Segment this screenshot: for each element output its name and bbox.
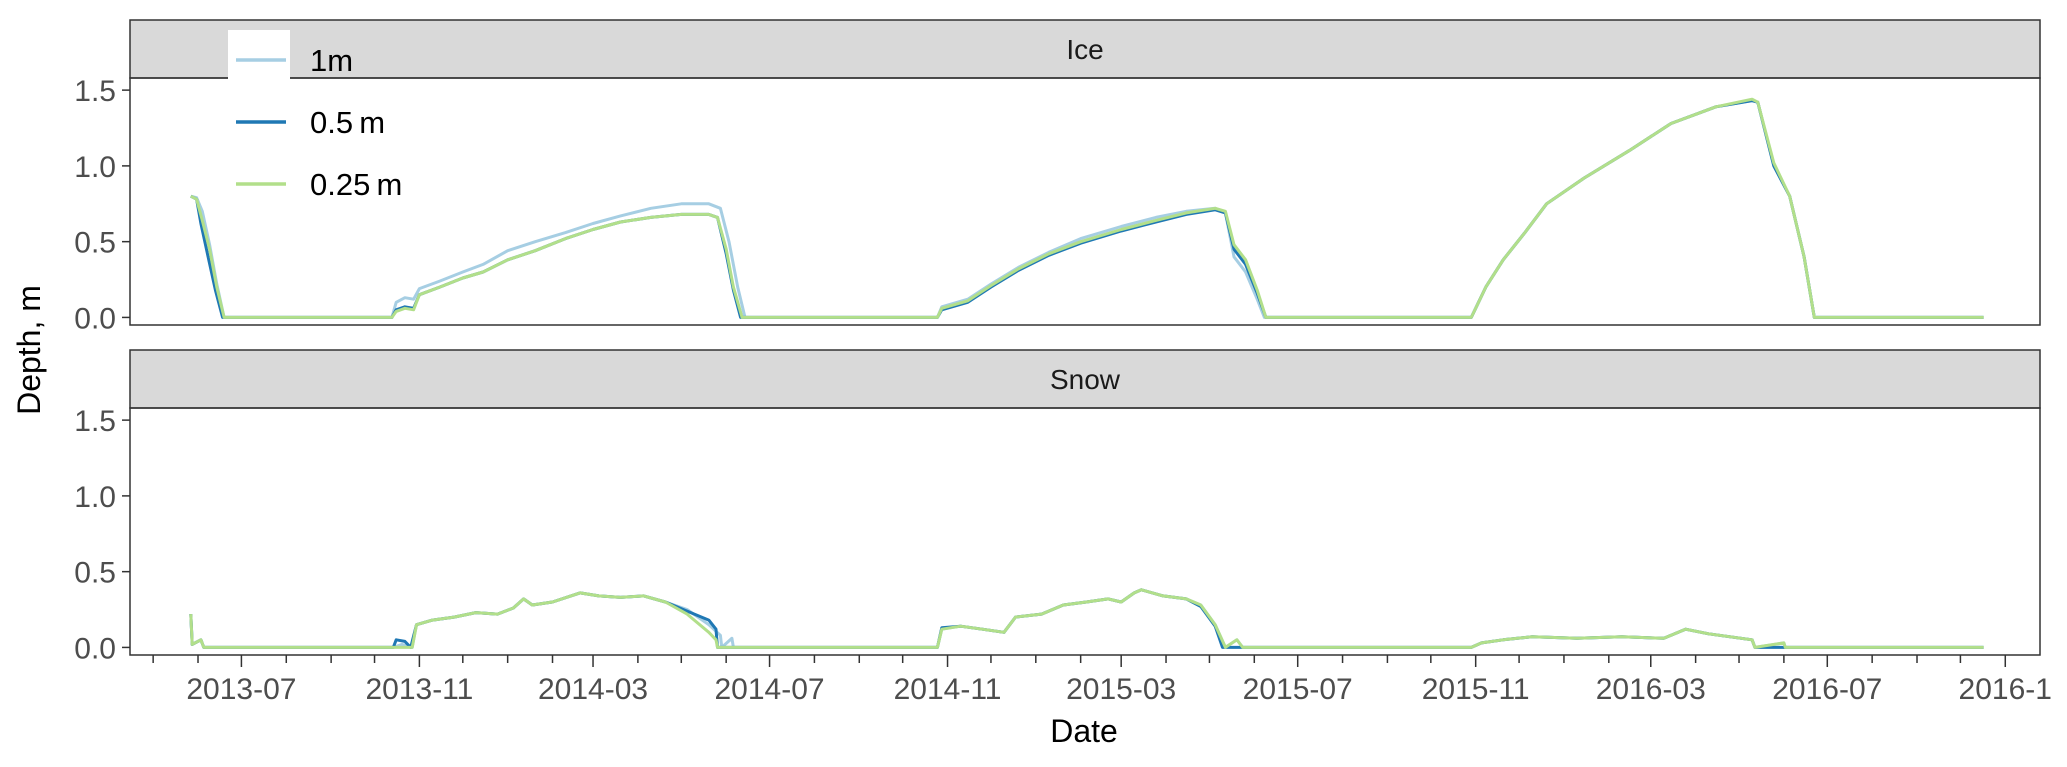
y-tick-label: 0.0 <box>74 302 116 335</box>
x-axis: 2013-07 2013-11 2014-03 2014-07 2014-11 2015-… <box>152 655 2052 706</box>
panel-border <box>129 407 2041 656</box>
legend-label: 1m <box>310 43 353 78</box>
y-axis-title: Depth, m <box>11 285 47 415</box>
legend: 1m 0.5 m 0.25 m <box>228 30 402 202</box>
x-tick-label: 2016-1 <box>1959 673 2052 706</box>
x-tick-label: 2015-07 <box>1243 673 1353 706</box>
series-line-1m <box>189 588 1984 649</box>
panel-border <box>129 77 2041 326</box>
y-axis: 0.0 0.5 1.0 1.5 0.0 0.5 1.0 1.5 <box>74 75 130 665</box>
y-tick-label: 1.5 <box>74 405 116 438</box>
y-tick-label: 1.5 <box>74 75 116 108</box>
x-tick-label: 2016-07 <box>1772 673 1882 706</box>
legend-label: 0.5 m <box>310 105 385 140</box>
x-tick-label: 2015-03 <box>1066 673 1176 706</box>
panel-strip <box>129 19 2041 79</box>
panel-title: Ice <box>1066 34 1103 65</box>
y-tick-label: 0.5 <box>74 227 116 260</box>
x-tick-label: 2016-03 <box>1596 673 1706 706</box>
x-axis-title: Date <box>1050 713 1118 749</box>
series-line-0-5m <box>190 99 1984 319</box>
x-tick-label: 2015-11 <box>1422 673 1530 706</box>
x-tick-label: 2013-07 <box>186 673 296 706</box>
x-tick-label: 2014-11 <box>894 673 1002 706</box>
panel-1: Snow <box>129 349 2041 656</box>
chart-panels: Ice Snow <box>129 19 2041 656</box>
series-line-0-25m <box>190 97 1984 319</box>
x-tick-label: 2013-11 <box>365 673 473 706</box>
panel-title: Snow <box>1050 364 1121 395</box>
series-line-1m <box>190 99 1984 319</box>
legend-key-background <box>228 30 290 190</box>
x-tick-label: 2014-03 <box>538 673 648 706</box>
panel-strip <box>129 349 2041 409</box>
x-tick-label: 2014-07 <box>715 673 825 706</box>
panel-0: Ice <box>129 19 2041 326</box>
y-tick-label: 0.0 <box>74 632 116 665</box>
y-tick-label: 1.0 <box>74 481 116 514</box>
y-tick-label: 0.5 <box>74 557 116 590</box>
series-line-0-5m <box>189 588 1984 649</box>
y-tick-label: 1.0 <box>74 151 116 184</box>
series-line-0-25m <box>189 588 1984 649</box>
legend-label: 0.25 m <box>310 167 402 202</box>
